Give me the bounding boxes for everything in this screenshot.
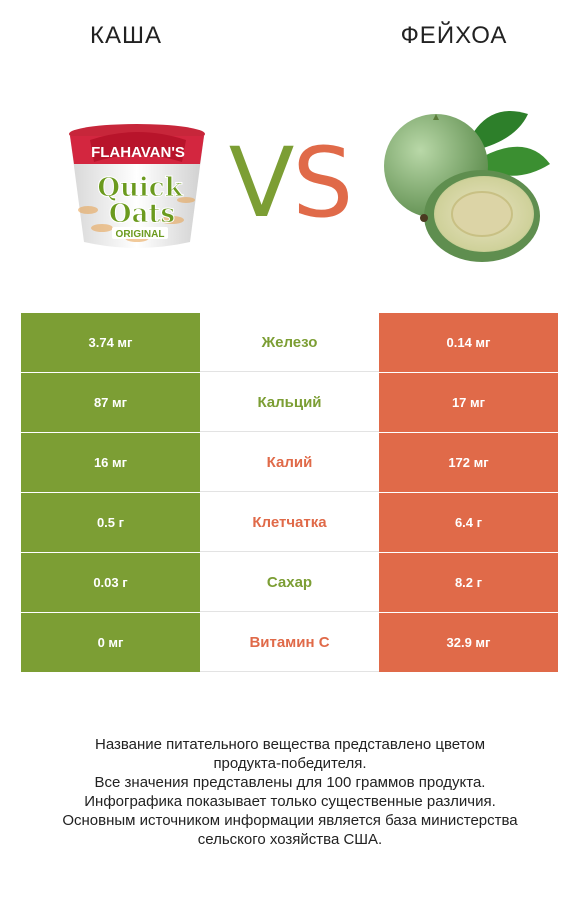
footer-line: Все значения представлены для 100 граммо… (94, 774, 486, 791)
table-row: 87 мг Кальций 17 мг (21, 373, 558, 433)
nutrient-name: Калий (200, 433, 379, 492)
footer-line: сельского хозяйства США. (197, 831, 383, 848)
table-row: 3.74 мг Железо 0.14 мг (21, 313, 558, 373)
nutrient-name: Сахар (200, 553, 379, 612)
footer-line: Инфографика показывает только существенн… (84, 793, 496, 810)
variant-text: ORIGINAL (116, 229, 165, 240)
table-row: 0.5 г Клетчатка 6.4 г (21, 493, 558, 553)
right-value: 0.14 мг (379, 313, 558, 372)
right-value: 172 мг (379, 433, 558, 492)
right-value: 17 мг (379, 373, 558, 432)
nutrient-name: Клетчатка (200, 493, 379, 552)
left-value: 3.74 мг (21, 313, 200, 372)
vs-v-letter: V (228, 127, 295, 239)
right-value: 32.9 мг (379, 613, 558, 672)
oats-text: Oats (109, 199, 175, 229)
quick-text: Quick (97, 173, 183, 203)
left-value: 0.03 г (21, 553, 200, 612)
footer-line: продукта-победителя. (213, 755, 367, 772)
comparison-table: 3.74 мг Железо 0.14 мг 87 мг Кальций 17 … (21, 313, 558, 673)
vs-label: VS (222, 128, 358, 238)
left-value: 87 мг (21, 373, 200, 432)
nutrient-name: Железо (200, 313, 379, 372)
left-value: 0.5 г (21, 493, 200, 552)
right-product-title: ФЕЙХОА (400, 22, 508, 49)
footer-line: Название питательного вещества представл… (94, 736, 486, 753)
left-value: 16 мг (21, 433, 200, 492)
vs-s-letter: S (292, 127, 353, 239)
feijoa-fruit-icon (378, 100, 558, 280)
right-value: 6.4 г (379, 493, 558, 552)
left-value: 0 мг (21, 613, 200, 672)
quick-oats-cup-icon: FLAHAVAN'S Quick Oats ORIGINAL (62, 100, 212, 260)
left-product-title: КАША (90, 22, 162, 49)
brand-text: FLAHAVAN'S (91, 144, 185, 161)
nutrient-name: Кальций (200, 373, 379, 432)
footer-line: Основным источником информации является … (62, 812, 518, 829)
right-value: 8.2 г (379, 553, 558, 612)
nutrient-name: Витамин C (200, 613, 379, 672)
table-row: 0.03 г Сахар 8.2 г (21, 553, 558, 613)
table-row: 0 мг Витамин C 32.9 мг (21, 613, 558, 673)
table-row: 16 мг Калий 172 мг (21, 433, 558, 493)
footer-notes: Название питательного вещества представл… (20, 735, 560, 849)
